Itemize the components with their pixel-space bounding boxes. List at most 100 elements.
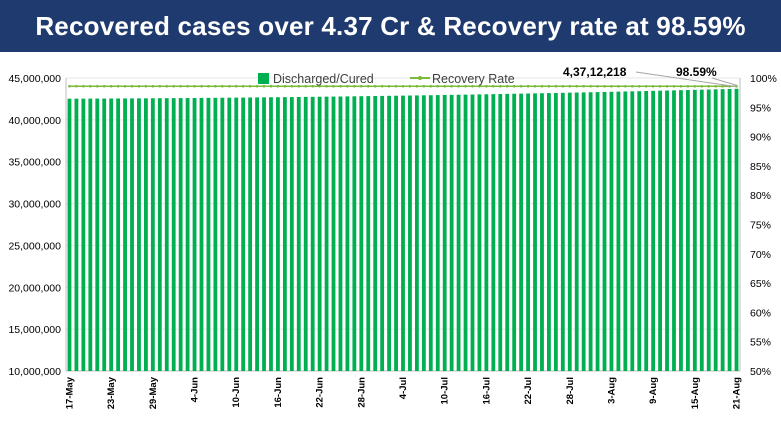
bar-discharged [526,94,530,372]
recovery-rate-point [694,85,697,88]
y-right-tick-label: 70% [750,249,771,261]
bar-discharged [359,96,363,371]
bar-discharged [443,95,447,371]
bar-discharged [380,96,384,371]
bar-discharged [714,89,718,371]
y-right-tick-label: 50% [750,366,771,378]
y-right-tick-label: 60% [750,307,771,319]
recovery-rate-point [249,85,252,88]
recovery-rate-point [221,85,224,88]
x-tick-label: 10-Jul [440,377,451,404]
bar-discharged [589,92,593,371]
bar-discharged [81,99,85,371]
bar-discharged [123,98,127,371]
bar-discharged [75,99,79,371]
bar-discharged [630,91,634,371]
legend-label-discharged: Discharged/Cured [273,72,374,86]
recovery-rate-point [423,85,426,88]
bar-discharged [186,98,190,371]
recovery-rate-point [270,85,273,88]
bar-discharged [102,99,106,371]
recovery-rate-point [631,85,634,88]
recovery-rate-point [617,85,620,88]
recovery-rate-point [159,85,162,88]
recovery-rate-point [541,85,544,88]
bar-discharged [346,96,350,371]
bar-discharged [137,98,141,371]
bar-discharged [394,96,398,371]
recovery-rate-line-group [68,85,738,88]
recovery-rate-point [624,85,627,88]
recovery-rate-point [75,85,78,88]
bar-discharged [339,96,343,371]
x-tick-label: 9-Aug [648,377,659,404]
recovery-rate-point [214,85,217,88]
left-axis-ticks: 10,000,00015,000,00020,000,00025,000,000… [8,73,61,378]
x-tick-label: 23-May [106,376,117,409]
x-tick-label: 4-Jul [398,377,409,399]
bar-discharged [325,97,329,371]
x-tick-label: 16-Jun [273,377,284,408]
chart-legend: Discharged/Cured Recovery Rate [258,72,515,86]
y-left-tick-label: 40,000,000 [8,115,61,127]
bar-discharged [658,91,662,371]
recovery-rate-point [172,85,175,88]
bar-discharged [491,94,495,371]
bar-discharged [478,94,482,371]
bar-discharged [158,98,162,371]
recovery-rate-point [82,85,85,88]
legend-marker-rate [418,76,422,80]
bar-discharged [144,98,148,371]
bar-discharged [200,98,204,371]
bar-discharged [304,97,308,371]
recovery-rate-point [652,85,655,88]
bar-discharged [498,94,502,371]
y-right-tick-label: 75% [750,220,771,232]
recovery-rate-point [659,85,662,88]
recovery-rate-point [707,85,710,88]
bar-discharged [387,96,391,371]
bar-discharged [484,94,488,371]
bar-discharged [220,98,224,371]
bar-discharged [276,97,280,371]
bar-discharged [603,92,607,371]
bar-discharged [248,97,252,371]
recovery-rate-point [666,85,669,88]
bar-discharged [165,98,169,371]
y-right-tick-label: 90% [750,132,771,144]
recovery-rate-point [409,85,412,88]
recovery-rate-point [582,85,585,88]
recovery-rate-point [610,85,613,88]
recovery-rate-point [603,85,606,88]
bar-discharged [408,96,412,371]
recovery-rate-point [555,85,558,88]
recovery-rate-point [179,85,182,88]
recovery-rate-point [228,85,231,88]
bar-discharged [373,96,377,371]
recovery-rate-point [381,85,384,88]
y-left-tick-label: 15,000,000 [8,324,61,336]
recovery-rate-point [89,85,92,88]
bar-discharged [735,89,739,371]
recovery-rate-point [103,85,106,88]
bar-discharged [179,98,183,371]
bar-discharged [616,92,620,371]
x-tick-label: 22-Jul [523,377,534,404]
recovery-rate-point [193,85,196,88]
bar-discharged [234,98,238,371]
recovery-rate-point [395,85,398,88]
recovery-rate-point [687,85,690,88]
recovery-rate-point [402,85,405,88]
recovery-rate-point [680,85,683,88]
bar-discharged [88,99,92,371]
legend-label-rate: Recovery Rate [432,72,515,86]
recovery-rate-point [166,85,169,88]
bar-discharged [290,97,294,371]
bar-discharged [651,91,655,371]
bar-discharged [686,90,690,371]
recovery-rate-point [589,85,592,88]
bar-discharged [672,90,676,371]
y-left-tick-label: 35,000,000 [8,157,61,169]
